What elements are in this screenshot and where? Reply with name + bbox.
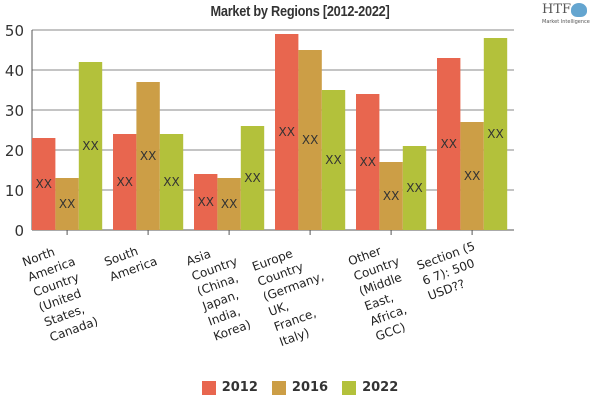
legend-swatch bbox=[271, 380, 286, 395]
data-label: XX bbox=[383, 189, 399, 203]
y-tick-label: 30 bbox=[5, 102, 24, 120]
legend-swatch bbox=[342, 380, 357, 395]
data-label: XX bbox=[244, 171, 260, 185]
legend: 2012 2016 2022 bbox=[0, 380, 600, 395]
bar-2012 bbox=[275, 34, 299, 230]
logo-mark-icon bbox=[571, 3, 587, 17]
legend-swatch bbox=[201, 380, 216, 395]
bar-2012 bbox=[113, 134, 137, 230]
legend-item-2022: 2022 bbox=[342, 380, 398, 395]
y-tick-label: 20 bbox=[5, 142, 24, 160]
bar-2016 bbox=[379, 162, 403, 230]
y-tick-label: 50 bbox=[5, 22, 24, 40]
legend-label: 2012 bbox=[221, 380, 258, 395]
data-label: XX bbox=[116, 175, 132, 189]
bar-2016 bbox=[136, 82, 160, 230]
bar-2016 bbox=[298, 50, 322, 230]
data-label: XX bbox=[35, 177, 51, 191]
bar-2022 bbox=[159, 134, 184, 230]
bar-2012 bbox=[32, 138, 56, 230]
legend-item-2012: 2012 bbox=[201, 380, 258, 395]
chart-title: Market by Regions [2012-2022] bbox=[210, 3, 390, 20]
data-label: XX bbox=[59, 197, 75, 211]
bar-2016 bbox=[460, 122, 484, 230]
bar-2022 bbox=[78, 62, 103, 230]
bar-2012 bbox=[356, 94, 380, 230]
data-label: XX bbox=[82, 139, 98, 153]
bar-2012 bbox=[194, 174, 218, 230]
bar-2016 bbox=[217, 178, 241, 230]
legend-label: 2016 bbox=[291, 380, 329, 395]
data-label: XX bbox=[487, 127, 503, 141]
data-label: XX bbox=[302, 133, 318, 147]
logo-text: HTF bbox=[542, 2, 572, 17]
logo-subtext: Market Intelligence bbox=[542, 19, 590, 25]
y-tick-label: 10 bbox=[5, 182, 24, 200]
data-label: XX bbox=[440, 137, 456, 151]
bar-2022 bbox=[321, 90, 346, 230]
bar-2022 bbox=[240, 126, 265, 230]
data-label: XX bbox=[359, 155, 375, 169]
data-label: XX bbox=[221, 197, 237, 211]
htf-logo: HTF Market Intelligence bbox=[540, 2, 596, 28]
y-tick-label: 40 bbox=[5, 62, 24, 80]
data-label: XX bbox=[163, 175, 179, 189]
data-label: XX bbox=[325, 153, 341, 167]
bar-2022 bbox=[483, 38, 508, 230]
legend-item-2016: 2016 bbox=[271, 380, 329, 395]
bar-2012 bbox=[437, 58, 461, 230]
data-label: XX bbox=[464, 169, 480, 183]
legend-label: 2022 bbox=[362, 380, 399, 395]
bar-2016 bbox=[55, 178, 79, 230]
data-label: XX bbox=[140, 149, 156, 163]
data-label: XX bbox=[197, 195, 213, 209]
data-label: XX bbox=[278, 125, 294, 139]
bar-2022 bbox=[402, 146, 427, 230]
y-tick-label: 0 bbox=[14, 222, 24, 240]
data-label: XX bbox=[406, 181, 422, 195]
